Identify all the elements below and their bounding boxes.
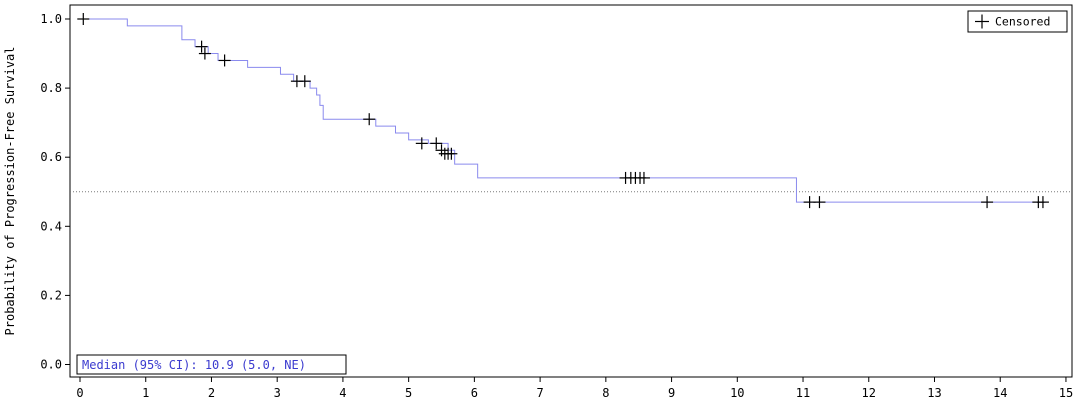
legend-box [967,10,1068,33]
x-tick-label: 1 [142,386,149,400]
censored-mark [813,196,826,209]
censored-mark [195,40,208,53]
y-axis: 0.0 0.2 0.4 0.6 0.8 1.0 [40,12,70,372]
x-tick-label: 7 [536,386,543,400]
x-tick-label: 14 [993,386,1007,400]
x-tick-label: 0 [76,386,83,400]
censored-mark [435,144,448,157]
censored-mark [363,113,376,126]
x-tick-label: 5 [405,386,412,400]
x-tick-label: 4 [339,386,346,400]
median-annotation-text: Median (95% CI): 10.9 (5.0, NE) [82,358,306,372]
x-tick-label: 8 [602,386,609,400]
censored-mark [445,147,458,160]
censored-mark [198,47,211,60]
y-tick-label: 0.0 [40,358,62,372]
median-annotation-box [76,354,347,375]
x-tick-label: 13 [927,386,941,400]
censored-mark [430,137,443,150]
x-tick-label: 12 [862,386,876,400]
y-tick-label: 0.4 [40,219,62,233]
x-tick-label: 6 [471,386,478,400]
legend-label: Censored [995,15,1050,29]
censored-mark [298,75,311,88]
censored-mark [218,54,231,67]
y-tick-label: 1.0 [40,12,62,26]
y-tick-label: 0.8 [40,81,62,95]
legend: Censored [967,10,1068,33]
x-tick-label: 9 [668,386,675,400]
censored-mark [981,196,994,209]
y-tick-label: 0.2 [40,288,62,302]
censored-mark [415,137,428,150]
plot-frame-group [69,4,1073,378]
plot-frame [69,4,1073,378]
x-tick-label: 2 [208,386,215,400]
censored-mark [77,13,90,25]
censored-marks [77,13,1049,209]
censored-mark [1036,196,1049,209]
x-tick-label: 15 [1059,386,1073,400]
x-tick-label: 11 [796,386,810,400]
y-tick-label: 0.6 [40,150,62,164]
x-axis: 0 1 2 3 4 5 6 7 8 9 10 11 12 13 14 15 [76,377,1073,400]
y-axis-title: Probability of Progression-Free Survival [3,47,17,336]
survival-curve-line [80,18,1047,203]
censored-mark [637,171,650,184]
median-annotation: Median (95% CI): 10.9 (5.0, NE) [76,354,347,375]
x-tick-label: 3 [274,386,281,400]
x-tick-label: 10 [730,386,744,400]
